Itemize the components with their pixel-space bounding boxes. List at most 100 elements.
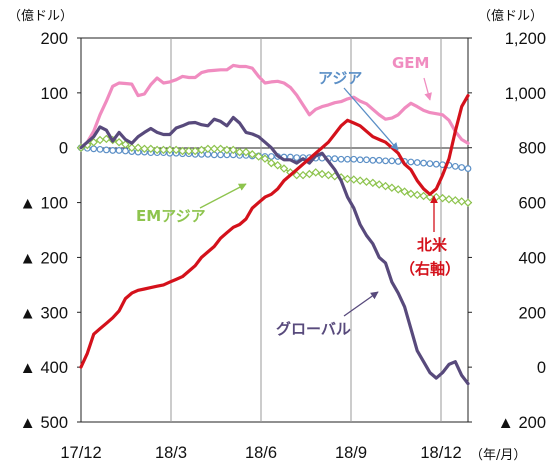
data-point: [305, 169, 314, 179]
x-tick-label: 17/12: [60, 444, 101, 462]
data-point: [293, 154, 301, 161]
right-tick-label: 1,200: [505, 30, 546, 48]
data-point: [362, 177, 371, 186]
data-point: [432, 160, 440, 168]
left-axis-unit: （億ドル）: [8, 8, 73, 24]
series-layer: [76, 63, 473, 386]
data-point: [241, 147, 251, 157]
right-axis-ticks: 1,200 1,000 800 600 400 200 0 ▲ 200: [468, 30, 546, 432]
x-tick-label: 18/12: [420, 444, 461, 462]
data-point: [203, 144, 213, 154]
right-tick-label: ▲ 200: [498, 414, 546, 432]
label-north-america: 北米: [417, 236, 448, 254]
data-point: [109, 147, 117, 154]
data-point: [115, 147, 123, 154]
data-point: [279, 164, 289, 173]
data-point: [451, 162, 459, 170]
left-tick-label: 100: [40, 85, 68, 103]
data-point: [458, 164, 466, 171]
data-point: [381, 181, 390, 191]
left-tick-label: ▲ 400: [20, 359, 68, 377]
em-asia-arrow: [199, 183, 247, 209]
left-tick-label: ▲ 100: [20, 195, 68, 213]
data-point: [165, 145, 175, 155]
data-point: [426, 160, 434, 168]
label-right-axis: （右軸）: [400, 260, 460, 278]
data-point: [413, 159, 421, 166]
data-point: [317, 169, 327, 179]
x-gridlines: [170, 38, 442, 422]
data-point: [451, 196, 460, 205]
data-point: [146, 144, 156, 154]
data-point: [356, 156, 364, 164]
series-EM: [76, 134, 473, 207]
data-point: [89, 137, 98, 147]
right-tick-label: 600: [518, 195, 546, 213]
data-point: [337, 155, 345, 163]
series-line: [79, 63, 470, 150]
data-point: [209, 144, 219, 154]
right-tick-label: 800: [518, 140, 546, 158]
data-point: [355, 176, 365, 185]
right-tick-label: 400: [518, 249, 546, 267]
data-point: [311, 168, 320, 177]
data-point: [267, 153, 275, 160]
data-point: [324, 170, 333, 180]
series-line: [79, 93, 470, 369]
data-point: [121, 140, 130, 149]
data-point: [178, 146, 187, 156]
right-axis-unit: （億ドル）: [478, 8, 543, 24]
data-point: [96, 145, 104, 153]
data-point: [400, 187, 409, 196]
data-point: [394, 158, 402, 165]
x-axis-unit: （年/月）: [470, 448, 526, 463]
data-point: [267, 158, 276, 168]
data-point: [387, 183, 397, 193]
data-point: [382, 157, 389, 165]
series-series: [79, 115, 470, 386]
asia-arrow: [343, 87, 399, 151]
data-point: [369, 156, 377, 164]
data-point: [222, 145, 232, 155]
x-axis-ticks: 17/12 18/3 18/6 18/9 18/12: [60, 444, 461, 462]
label-asia: アジア: [318, 69, 362, 87]
left-tick-label: ▲ 500: [20, 414, 68, 432]
data-point: [438, 193, 447, 203]
data-point: [406, 189, 416, 199]
data-point: [463, 198, 473, 207]
data-point: [444, 195, 454, 204]
data-point: [457, 197, 466, 206]
global-arrow: [343, 291, 379, 317]
data-point: [420, 159, 427, 167]
plot-frame: [80, 37, 469, 423]
data-point: [363, 156, 370, 164]
data-point: [350, 155, 358, 163]
data-point: [102, 134, 111, 144]
data-point: [393, 185, 403, 194]
left-tick-label: 0: [59, 140, 68, 158]
series-series: [79, 93, 470, 369]
x-tick-label: 18/9: [335, 444, 367, 462]
series-line: [79, 115, 470, 386]
right-tick-label: 0: [537, 359, 546, 377]
data-point: [419, 191, 428, 201]
label-global: グローバル: [276, 320, 351, 338]
label-em-asia: EMアジア: [136, 207, 206, 225]
data-point: [349, 175, 359, 184]
data-point: [368, 178, 378, 188]
data-point: [114, 137, 124, 147]
data-point: [388, 157, 396, 165]
data-point: [140, 144, 149, 154]
x-tick-label: 18/6: [245, 444, 277, 462]
right-tick-label: 200: [518, 304, 546, 322]
data-point: [343, 174, 352, 184]
gem-arrow: [423, 77, 432, 101]
data-point: [216, 144, 225, 154]
left-axis-ticks: 200 100 0 ▲ 100 ▲ 200 ▲ 300 ▲ 400 ▲ 500: [20, 30, 81, 432]
data-point: [331, 155, 339, 163]
label-gem: GEM: [392, 54, 430, 72]
data-point: [122, 147, 129, 155]
data-point: [133, 143, 143, 152]
data-point: [412, 190, 422, 200]
